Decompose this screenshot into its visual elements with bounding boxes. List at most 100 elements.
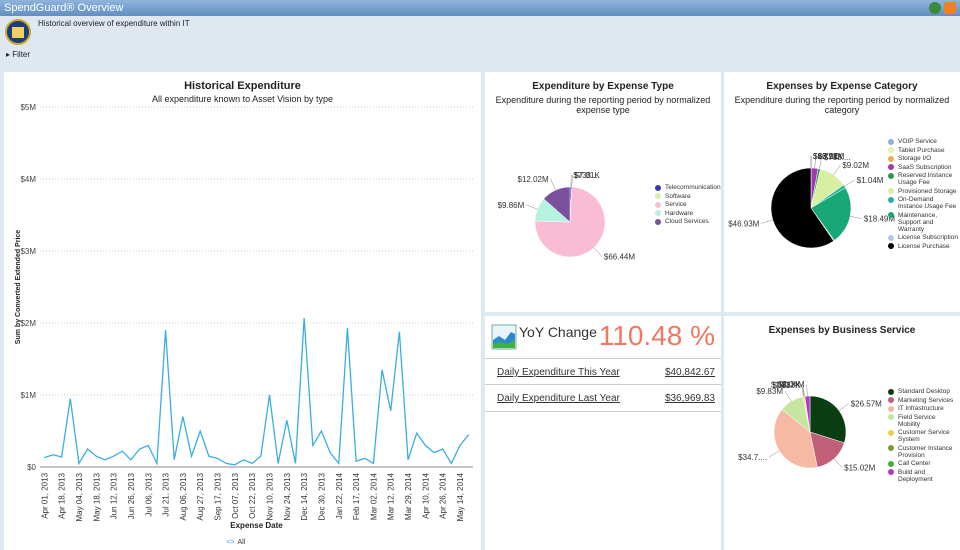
legend-swatch	[888, 469, 894, 475]
legend-label: SaaS Subscription	[898, 163, 952, 171]
legend-swatch	[888, 397, 894, 403]
legend-label: Reserved Instance Usage Fee	[898, 172, 953, 186]
label-leader	[784, 390, 792, 402]
legend-item[interactable]: License Subscription	[888, 234, 958, 241]
legend-item[interactable]: Field Service Mobility	[888, 414, 958, 428]
legend-swatch	[888, 388, 894, 395]
app-title: SpendGuard® Overview	[0, 0, 960, 16]
chart-title: Expenses by Business Service	[768, 325, 916, 336]
chart-subtitle: Expenditure during the reporting period …	[495, 95, 711, 115]
value-label: $46.93M	[728, 219, 759, 228]
legend-item[interactable]: SaaS Subscription	[888, 164, 958, 171]
legend-swatch	[888, 196, 894, 203]
chart-title: Expenses by Expense Category	[766, 81, 918, 92]
legend-swatch	[888, 460, 894, 467]
x-tick-label: Jun 12, 2013	[110, 472, 119, 519]
legend-label: On-Demand Instance Usage Fee	[898, 196, 957, 210]
legend-label: Maintenance, Support and Warranty	[898, 211, 938, 233]
row-label[interactable]: Daily Expenditure Last Year	[497, 393, 620, 404]
legend-label: Service	[665, 201, 687, 208]
legend-label: Marketing Services	[898, 396, 954, 404]
filter-label[interactable]: Filter	[12, 50, 31, 59]
row-label[interactable]: Daily Expenditure This Year	[497, 367, 620, 378]
legend-swatch	[888, 212, 894, 218]
row-value[interactable]: $36,969.83	[664, 393, 715, 404]
x-tick-label: Mar 12, 2014	[387, 472, 396, 520]
yoy-row[interactable]: Daily Expenditure This Year $40,842.67	[485, 358, 721, 385]
legend-swatch	[888, 414, 894, 420]
x-tick-label: Oct 07, 2013	[231, 472, 240, 518]
legend-label: License Subscription	[898, 234, 958, 241]
legend-item[interactable]: Standard Desktop	[888, 388, 958, 395]
legend-item[interactable]: License Purchase	[888, 243, 958, 250]
legend-item[interactable]: On-Demand Instance Usage Fee	[888, 196, 958, 210]
legend-label: VOIP Service	[898, 138, 937, 145]
label-leader	[850, 216, 862, 219]
legend-swatch	[888, 234, 894, 241]
label-leader	[844, 179, 855, 187]
value-label: $733....	[573, 171, 600, 180]
legend-item[interactable]: Customer Instance Provision	[888, 445, 958, 459]
legend-item[interactable]: Call Center	[888, 460, 958, 467]
y-tick-label: $2M	[20, 319, 36, 328]
label-leader	[593, 247, 603, 257]
legend-item[interactable]: Telecommunications	[655, 184, 721, 191]
x-tick-label: May 04, 2013	[75, 472, 84, 521]
legend-item[interactable]: Hardware	[655, 210, 715, 217]
x-tick-label: Dec 14, 2013	[300, 472, 309, 520]
legend-item[interactable]: Storage I/O	[888, 155, 958, 162]
legend-label: Tablet Purchase	[898, 146, 945, 154]
legend-item[interactable]: Build and Deployment	[888, 469, 958, 483]
legend-swatch	[655, 210, 661, 216]
legend-label: Build and Deployment	[898, 468, 933, 483]
header-icons[interactable]	[928, 1, 958, 15]
value-label: $15.02M	[844, 464, 875, 473]
legend-item[interactable]: Customer Service System	[888, 429, 958, 443]
legend-item[interactable]: Provisioned Storage	[888, 188, 958, 195]
label-leader	[814, 156, 817, 169]
value-label: $7.81K	[574, 171, 600, 180]
x-tick-label: Feb 17, 2014	[352, 472, 361, 520]
x-tick-label: Jul 21, 2013	[162, 472, 171, 516]
legend-item[interactable]: VOIP Service	[888, 138, 958, 145]
filter[interactable]: ▸ Filter	[6, 50, 31, 59]
legend-swatch	[888, 164, 894, 170]
line-series	[44, 317, 470, 466]
legend-swatch	[888, 138, 894, 145]
x-tick-label: May 18, 2013	[92, 472, 101, 521]
legend-item[interactable]: Maintenance, Support and Warranty	[888, 212, 958, 233]
legend-swatch	[888, 405, 894, 412]
label-leader	[819, 157, 823, 169]
yoy-panel: YoY Change 110.48 % Daily Expenditure Th…	[485, 316, 721, 550]
x-tick-label: Apr 18, 2013	[58, 472, 67, 518]
legend-item[interactable]: Service	[655, 201, 715, 208]
legend-item[interactable]: Tablet Purchase	[888, 147, 958, 154]
yoy-value: 110.48 %	[598, 320, 715, 351]
pie-slice	[770, 167, 834, 249]
label-leader	[802, 384, 805, 397]
legend-item[interactable]: Reserved Instance Usage Fee	[888, 172, 958, 186]
value-label: $12.02M	[518, 175, 549, 184]
legend-item[interactable]: Software	[655, 193, 715, 200]
legend-item[interactable]: Cloud Services	[655, 218, 715, 225]
chart-subtitle: Expenditure during the reporting period …	[734, 95, 950, 115]
label-leader	[526, 204, 538, 210]
y-tick-label: $3M	[20, 247, 36, 256]
legend-item[interactable]: Marketing Services	[888, 397, 958, 404]
legend-label: Customer Instance Provision	[898, 444, 953, 459]
legend-item[interactable]: IT Infrastructure	[888, 405, 958, 412]
legend-label: Standard Desktop	[898, 388, 951, 395]
x-tick-label: Aug 27, 2013	[196, 472, 205, 520]
legend-swatch	[888, 429, 894, 436]
x-axis-title: Expense Date	[230, 521, 283, 530]
label-leader	[833, 458, 843, 468]
x-tick-label: Apr 26, 2014	[439, 472, 448, 518]
legend-label: Software	[665, 192, 691, 200]
label-leader	[806, 384, 808, 397]
y-tick-label: $4M	[20, 175, 36, 184]
value-label: $199.8K	[771, 381, 801, 390]
row-value[interactable]: $40,842.67	[664, 367, 715, 378]
value-label: $6.79K	[813, 152, 839, 161]
yoy-row[interactable]: Daily Expenditure Last Year $36,969.83	[485, 384, 721, 412]
